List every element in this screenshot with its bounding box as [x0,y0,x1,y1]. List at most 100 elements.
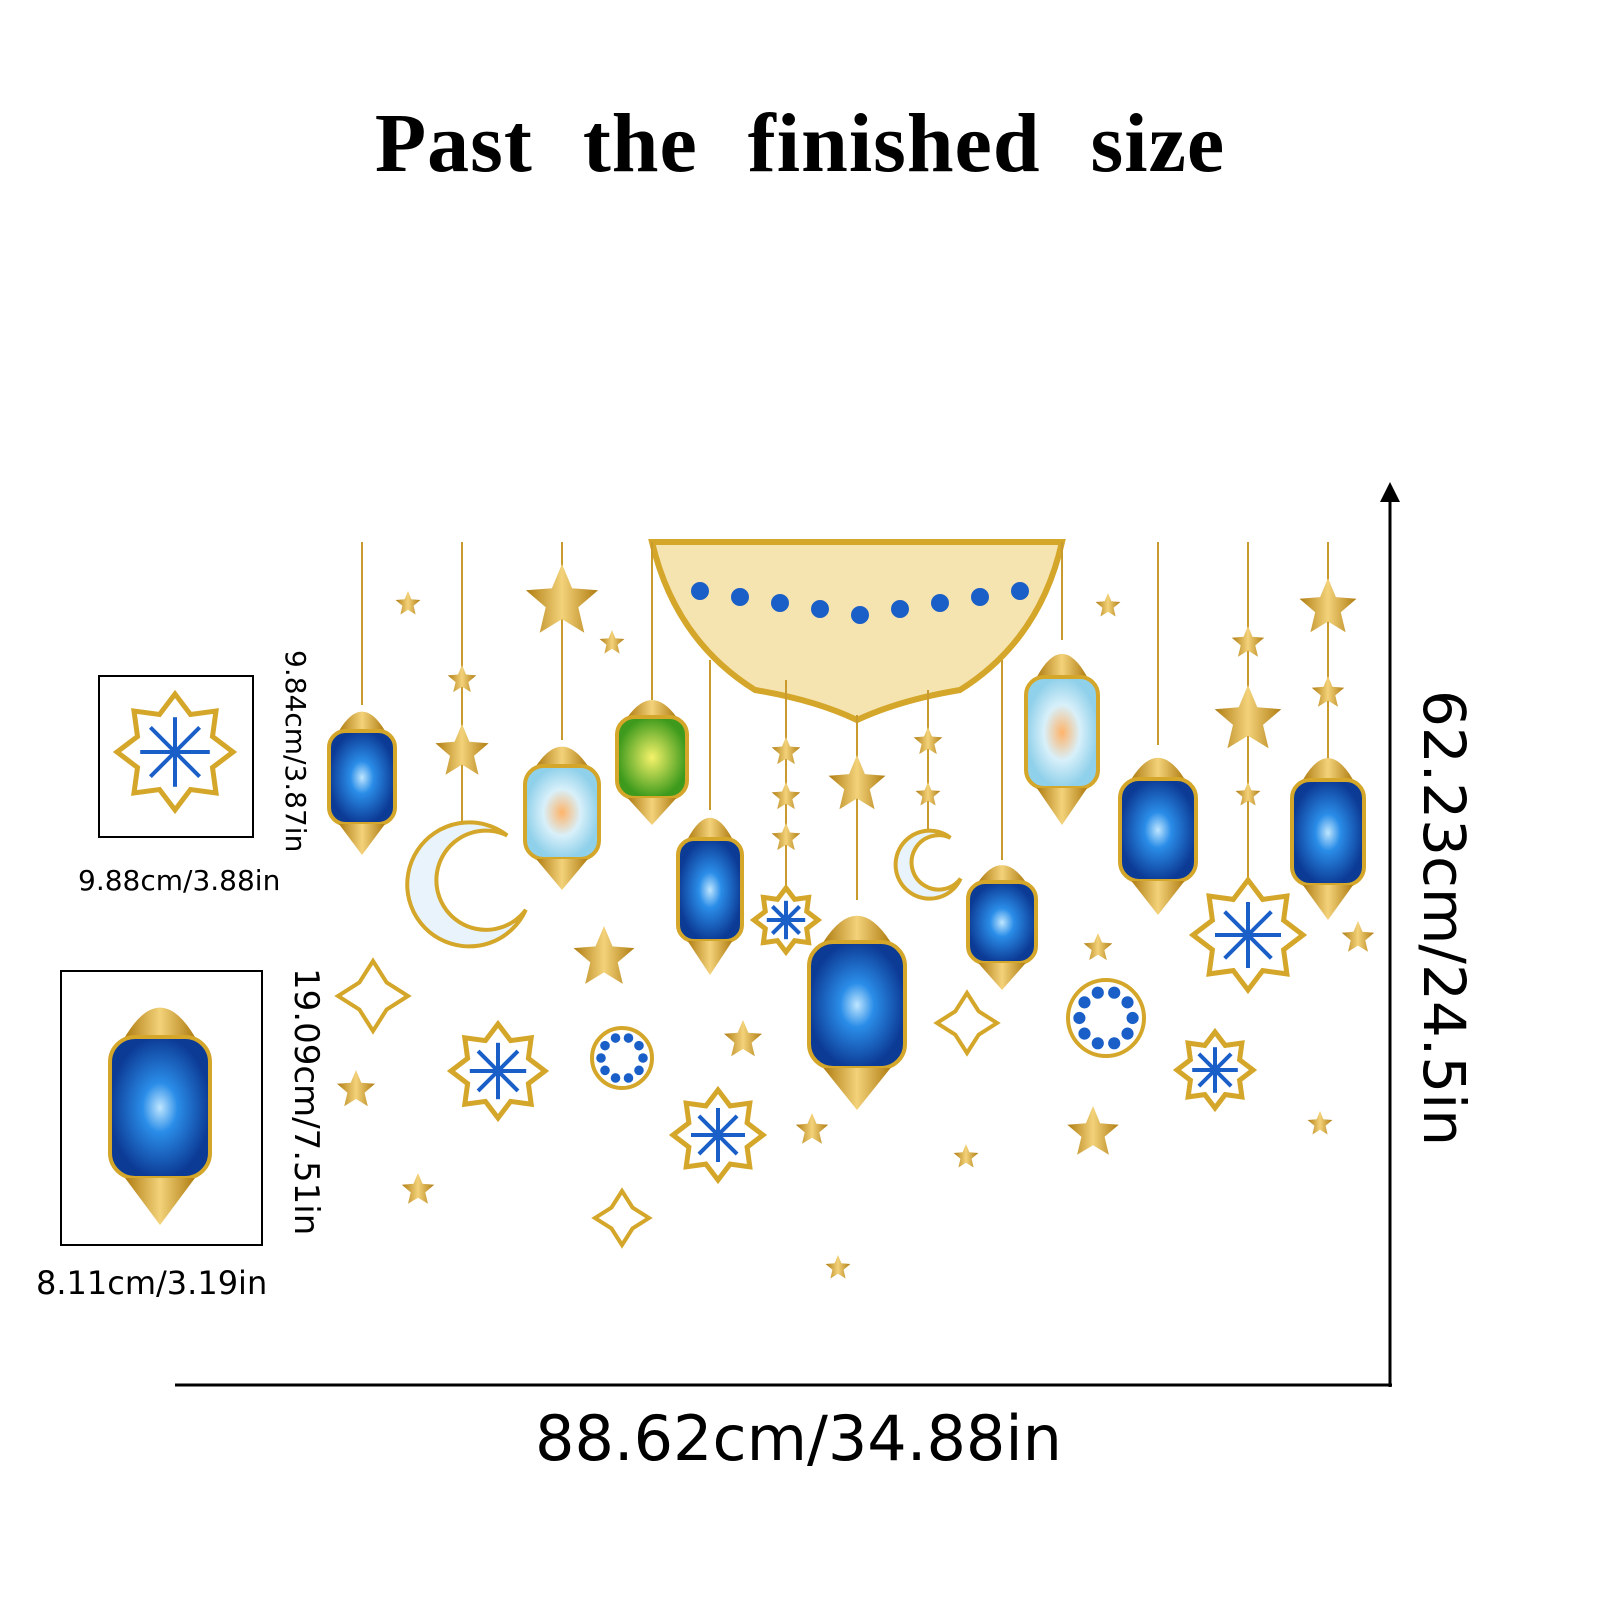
star-height-label: 9.84cm/3.87in [279,650,312,853]
lantern-cap [536,746,588,766]
mandala-gem [811,600,829,618]
star-icon [828,755,886,810]
star-icon [724,1020,762,1057]
star-icon [913,727,943,755]
rosette-bead [596,1053,606,1063]
lantern-cap [627,700,677,717]
mandala-gem [851,606,869,624]
star-icon [1341,921,1375,952]
star-icon [337,1070,375,1107]
lantern-body [676,837,744,943]
lantern-cap [1131,757,1185,779]
mandala-gem [691,582,709,600]
star-icon [795,1113,829,1144]
snowflake-ray [476,1069,500,1093]
lantern-cap [1036,653,1088,677]
lantern-height-label: 19.09cm/7.51in [286,968,326,1236]
star-icon [771,782,801,810]
rosette-bead [1091,986,1104,999]
diamond-ornament-icon [334,957,412,1035]
rosette-bead [634,1065,644,1076]
star-icon [435,724,489,775]
snowflake-ray [496,1069,520,1093]
rosette-bead [600,1065,610,1076]
rosette-bead [1126,1011,1139,1025]
lantern-base [687,941,733,975]
star-icon [1311,676,1345,707]
star-icon [599,630,625,654]
snowflake-ray [716,1114,739,1137]
mandala-ornament [648,539,1066,724]
snowflake-ray [173,725,202,754]
rosette-bead [623,1073,634,1083]
page-title: Past the finished size [374,97,1226,190]
lantern-body [1024,675,1100,790]
lantern-body [1118,777,1198,883]
overall-height-label: 62.23cm/24.5in [1410,690,1478,1146]
snowflake-ray [148,750,177,779]
star-icon [1067,1106,1119,1155]
snowflake-ray [784,918,801,935]
rosette-bead [1121,1027,1134,1040]
rosette-bead [600,1040,610,1051]
lantern-base [1131,881,1185,915]
snowflake-ray [1197,1052,1217,1072]
star-icon [395,591,421,615]
arrow-up-icon [1380,482,1400,502]
snowflake-ray [784,905,801,922]
lantern-cap [978,865,1026,882]
overall-width-label: 88.62cm/34.88in [535,1402,1062,1475]
lantern-cap [1302,758,1354,780]
lantern-base [125,1178,195,1225]
mandala-gem [771,594,789,612]
star-icon [771,823,801,851]
lantern-base [627,798,677,825]
lantern-base [1302,885,1354,920]
lantern-base [823,1068,891,1110]
rosette-bead [623,1033,634,1043]
rosette-bead [1108,1037,1121,1050]
star-icon [1083,933,1113,961]
star-icon [1231,626,1265,657]
star-icon [1307,1111,1333,1135]
snowflake-ray [697,1133,720,1156]
star-icon [1299,578,1357,633]
mandala-gem [1011,582,1029,600]
star-icon [915,782,941,806]
lantern-cap [823,915,891,942]
lantern-cap [687,817,733,839]
lantern-body [1290,778,1366,887]
star-icon [953,1144,979,1168]
mandala-gem [731,588,749,606]
lantern-body [615,715,689,800]
lantern-cap [125,1007,195,1037]
rosette-bead [610,1073,621,1083]
snowflake-ray [476,1049,500,1073]
lantern-width-label: 8.11cm/3.19in [36,1264,268,1302]
star-icon [401,1173,435,1204]
star-icon [1214,685,1282,749]
snowflake-ray [697,1114,720,1137]
lantern-base [338,824,386,855]
snowflake-ray [1197,1068,1217,1088]
snowflake-ray [1213,1052,1233,1072]
lantern-cap [338,711,386,731]
rosette-bead [1078,996,1091,1009]
detail-box-star [98,675,254,838]
snowflake-ray [496,1049,520,1073]
diamond-ornament-icon [933,989,1001,1057]
lantern-body [523,764,601,861]
snowflake-ray [771,918,788,935]
snowflake-ray [716,1133,739,1156]
lantern-base [978,963,1026,990]
rosette-bead [634,1040,644,1051]
diamond-ornament-icon [591,1187,653,1249]
mandala-gem [971,588,989,606]
crescent-moon-icon [405,820,528,949]
star-width-label: 9.88cm/3.88in [78,864,281,897]
snowflake-ray [148,725,177,754]
star-icon [1235,782,1261,806]
rosette-bead [1108,986,1121,999]
rosette-bead [1073,1011,1086,1025]
